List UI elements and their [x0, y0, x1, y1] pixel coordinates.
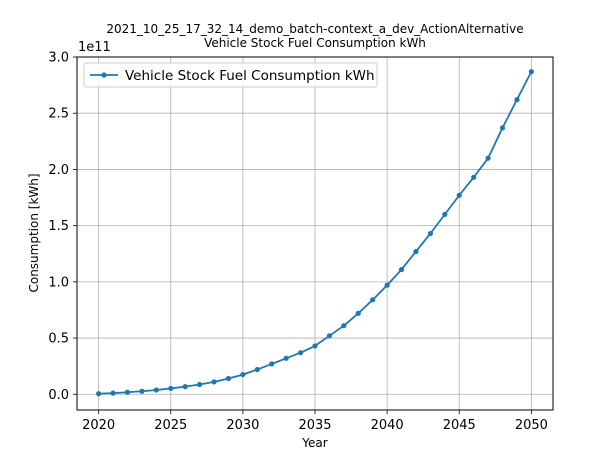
x-tick-label: 2040: [371, 418, 404, 433]
data-point: [398, 266, 405, 273]
data-point: [110, 390, 116, 396]
data-point: [182, 384, 188, 390]
x-tick-label: 2020: [82, 418, 115, 433]
x-tick-label: 2035: [298, 418, 331, 433]
legend-box: [83, 62, 378, 88]
data-point: [485, 155, 491, 161]
legend-entry-label: Vehicle Stock Fuel Consumption kWh: [125, 68, 375, 84]
data-point: [283, 355, 289, 361]
series-layer: [96, 69, 534, 397]
y-tick-label: 1.5: [48, 219, 69, 234]
data-point: [211, 379, 217, 385]
y-axis-label: Consumption [kWh]: [27, 173, 41, 292]
data-point: [254, 366, 260, 373]
data-point: [427, 230, 433, 237]
data-point: [197, 381, 203, 388]
data-point: [225, 375, 232, 382]
chart-subtitle: Vehicle Stock Fuel Consumption kWh: [204, 36, 426, 50]
data-point: [471, 174, 477, 180]
data-point: [413, 248, 419, 255]
data-point: [499, 125, 506, 131]
x-tick-label: 2030: [226, 418, 259, 433]
y-tick-label: 2.5: [48, 107, 69, 122]
data-point: [124, 389, 131, 395]
chart-title: 2021_10_25_17_32_14_demo_batch-context_a…: [106, 22, 523, 36]
y-tick-label: 1.0: [48, 275, 69, 290]
y-tick-label: 3.0: [48, 51, 69, 66]
legend-marker-sample: [101, 72, 107, 78]
y-tick-label: 2.0: [48, 163, 69, 178]
data-point: [341, 323, 347, 329]
y-offset-label: 1e11: [78, 40, 111, 55]
data-point: [168, 385, 174, 392]
data-point: [355, 310, 361, 316]
data-point: [297, 350, 304, 356]
data-point: [240, 371, 246, 378]
data-point: [370, 297, 376, 303]
x-tick-label: 2045: [443, 418, 476, 433]
x-axis: 2020 2025 2030 2035 2040 2045 2050: [82, 410, 548, 433]
data-point: [326, 333, 333, 339]
x-tick-label: 2025: [154, 418, 187, 433]
legend: Vehicle Stock Fuel Consumption kWh: [83, 62, 378, 88]
data-point: [442, 211, 448, 217]
data-point: [528, 69, 534, 75]
data-point: [96, 391, 102, 397]
data-point: [153, 387, 159, 393]
data-point: [384, 282, 390, 288]
data-point: [269, 361, 275, 367]
y-axis: 0.0 0.5 1.0 1.5 2.0 2.5 3.0: [48, 51, 77, 403]
data-point: [514, 97, 520, 103]
x-tick-label: 2050: [515, 418, 548, 433]
data-point: [139, 388, 145, 394]
data-point: [312, 343, 318, 349]
y-tick-label: 0.0: [48, 388, 69, 403]
y-tick-label: 0.5: [48, 332, 69, 347]
x-axis-label: Year: [301, 436, 327, 450]
data-point: [456, 192, 462, 198]
